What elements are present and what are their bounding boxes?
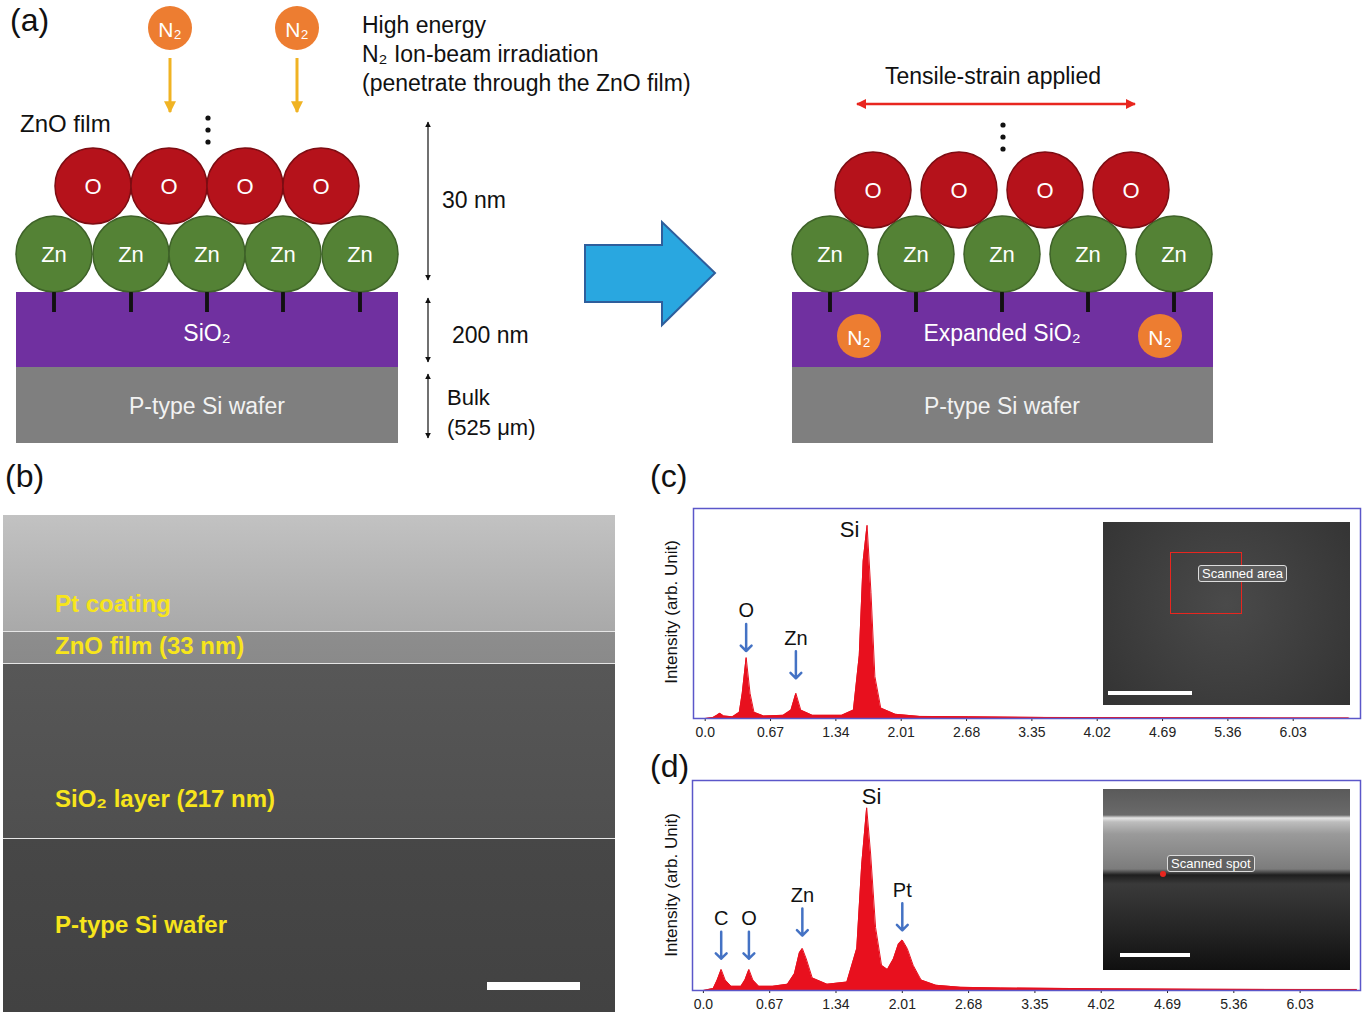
svg-text:Zn: Zn	[1161, 242, 1187, 267]
svg-text:3.35: 3.35	[1018, 724, 1045, 740]
svg-text:Zn: Zn	[791, 884, 814, 906]
svg-text:4.02: 4.02	[1084, 724, 1111, 740]
svg-text:Zn: Zn	[41, 242, 67, 267]
svg-text:4.69: 4.69	[1154, 996, 1181, 1012]
svg-text:C: C	[714, 907, 728, 929]
svg-text:Si: Si	[862, 784, 882, 809]
svg-text:N₂: N₂	[285, 18, 308, 41]
svg-text:1.34: 1.34	[822, 996, 849, 1012]
svg-text:Zn: Zn	[118, 242, 144, 267]
svg-text:O: O	[738, 599, 754, 621]
svg-text:3.35: 3.35	[1021, 996, 1048, 1012]
html-text:Scanned area: Scanned area	[1202, 566, 1283, 581]
svg-text:2.68: 2.68	[953, 724, 980, 740]
svg-text:6.03: 6.03	[1287, 996, 1314, 1012]
html-text:SiO₂ layer (217 nm): SiO₂ layer (217 nm)	[55, 785, 276, 812]
svg-text:6.03: 6.03	[1280, 724, 1307, 740]
svg-text:Tensile-strain applied: Tensile-strain applied	[885, 63, 1101, 89]
svg-text:Zn: Zn	[347, 242, 373, 267]
svg-text:Si: Si	[840, 517, 860, 542]
svg-text:High energy: High energy	[362, 12, 487, 38]
svg-text:Zn: Zn	[194, 242, 220, 267]
svg-text:N₂: N₂	[1148, 326, 1171, 349]
html-text:(c): (c)	[650, 458, 688, 494]
svg-text:Zn: Zn	[989, 242, 1015, 267]
svg-text:2.01: 2.01	[889, 996, 916, 1012]
svg-text:O: O	[312, 174, 329, 199]
svg-text:O: O	[236, 174, 253, 199]
svg-text:O: O	[160, 174, 177, 199]
svg-text:5.36: 5.36	[1220, 996, 1247, 1012]
svg-text:0.67: 0.67	[756, 996, 783, 1012]
svg-text:P-type Si wafer: P-type Si wafer	[129, 393, 285, 419]
html-text:P-type Si wafer: P-type Si wafer	[55, 911, 228, 938]
svg-text:ZnO film: ZnO film	[20, 110, 111, 137]
svg-text:N₂ Ion-beam irradiation: N₂ Ion-beam irradiation	[362, 41, 598, 67]
svg-text:(penetrate through the ZnO fil: (penetrate through the ZnO film)	[362, 70, 691, 96]
svg-text:0.0: 0.0	[694, 996, 714, 1012]
svg-text:Bulk: Bulk	[447, 385, 491, 410]
svg-text:O: O	[1036, 178, 1053, 203]
svg-text:Zn: Zn	[817, 242, 843, 267]
svg-text:30 nm: 30 nm	[442, 187, 506, 213]
svg-text:O: O	[1122, 178, 1139, 203]
svg-text:Zn: Zn	[903, 242, 929, 267]
html-text:ZnO film (33 nm): ZnO film (33 nm)	[55, 632, 245, 659]
svg-text:4.69: 4.69	[1149, 724, 1176, 740]
svg-text:Zn: Zn	[1075, 242, 1101, 267]
svg-text:P-type Si wafer: P-type Si wafer	[924, 393, 1080, 419]
svg-text:Zn: Zn	[270, 242, 296, 267]
svg-text:2.01: 2.01	[888, 724, 915, 740]
svg-text:0.0: 0.0	[695, 724, 715, 740]
html-text:Intensity (arb. Unit): Intensity (arb. Unit)	[662, 540, 681, 684]
svg-text:4.02: 4.02	[1088, 996, 1115, 1012]
html-text:Pt coating: Pt coating	[55, 590, 171, 617]
svg-text:N₂: N₂	[847, 326, 870, 349]
svg-text:1.34: 1.34	[822, 724, 849, 740]
svg-text:O: O	[864, 178, 881, 203]
svg-text:Zn: Zn	[784, 627, 807, 649]
svg-text:2.68: 2.68	[955, 996, 982, 1012]
html-text:(d): (d)	[650, 748, 690, 784]
html-text:(b): (b)	[5, 458, 45, 494]
svg-text:N₂: N₂	[158, 18, 181, 41]
svg-text:0.67: 0.67	[757, 724, 784, 740]
svg-text:Expanded SiO₂: Expanded SiO₂	[923, 320, 1080, 346]
svg-text:O: O	[741, 907, 757, 929]
html-text:Intensity (arb. Unit): Intensity (arb. Unit)	[662, 813, 681, 957]
html-text:(a): (a)	[10, 2, 50, 38]
svg-text:5.36: 5.36	[1214, 724, 1241, 740]
svg-text:O: O	[84, 174, 101, 199]
html-text:Scanned spot: Scanned spot	[1171, 856, 1251, 871]
svg-text:(525 μm): (525 μm)	[447, 415, 535, 440]
svg-text:Pt: Pt	[893, 879, 912, 901]
svg-text:O: O	[950, 178, 967, 203]
svg-text:SiO₂: SiO₂	[183, 320, 230, 346]
svg-text:200 nm: 200 nm	[452, 322, 529, 348]
